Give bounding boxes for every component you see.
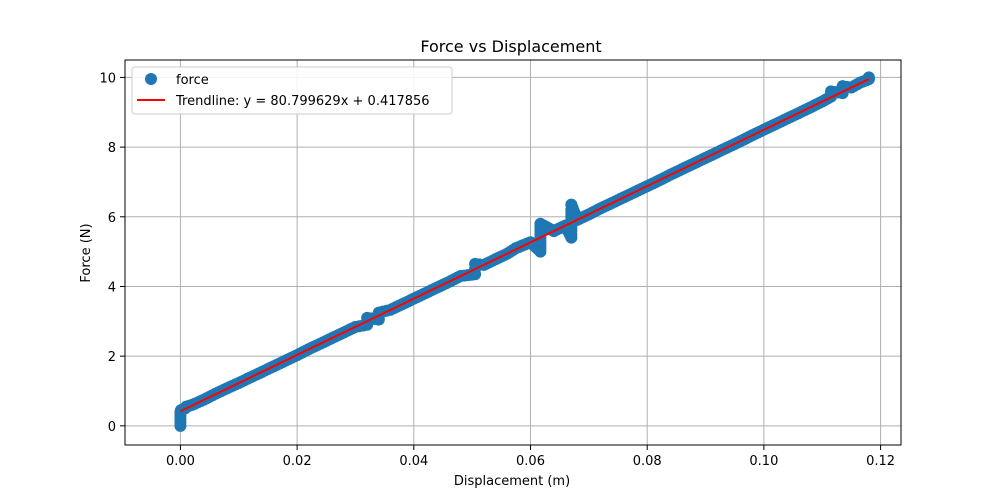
chart-title: Force vs Displacement	[420, 37, 601, 56]
y-tick-label: 0	[108, 420, 116, 435]
legend-marker-force	[145, 73, 157, 85]
x-tick-label: 0.06	[516, 454, 545, 469]
y-axis-label: Force (N)	[79, 223, 94, 282]
legend: force Trendline: y = 80.799629x + 0.4178…	[131, 66, 453, 115]
x-tick-label: 0.08	[633, 454, 662, 469]
x-tick-label: 0.04	[399, 454, 428, 469]
x-tick-label: 0.02	[283, 454, 312, 469]
x-axis-label: Displacement (m)	[454, 474, 570, 489]
y-tick-label: 4	[108, 280, 116, 295]
y-axis: 0 2 4 6 8 10	[99, 71, 125, 435]
y-tick-label: 8	[108, 141, 116, 156]
x-axis: 0.00 0.02 0.04 0.06 0.08 0.10 0.12	[166, 445, 895, 469]
plot-area	[124, 59, 902, 446]
trendline	[179, 78, 870, 413]
x-tick-label: 0.00	[166, 454, 195, 469]
legend-label-force: force	[176, 73, 209, 88]
legend-box	[131, 66, 453, 115]
y-tick-label: 6	[108, 211, 116, 226]
y-tick-label: 2	[108, 350, 116, 365]
x-tick-label: 0.12	[866, 454, 895, 469]
plot-frame	[124, 59, 902, 446]
trendline-series	[179, 78, 870, 413]
scatter-series-force	[174, 71, 875, 432]
x-tick-label: 0.10	[749, 454, 778, 469]
legend-label-trendline: Trendline: y = 80.799629x + 0.417856	[175, 94, 430, 109]
y-tick-label: 10	[99, 71, 116, 86]
